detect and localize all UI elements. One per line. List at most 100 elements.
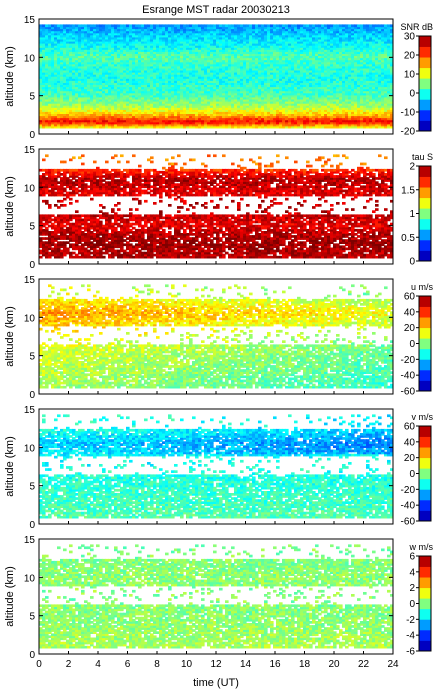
- data-cell: [276, 67, 280, 71]
- data-cell: [63, 63, 67, 67]
- data-cell: [330, 94, 334, 98]
- data-cell: [318, 55, 322, 59]
- data-cell: [195, 51, 199, 54]
- data-cell: [174, 51, 178, 54]
- data-cell: [279, 125, 283, 129]
- data-cell: [213, 63, 217, 67]
- data-cell: [90, 38, 94, 42]
- data-cell: [105, 82, 109, 85]
- data-cell: [306, 43, 310, 46]
- data-cell: [303, 90, 307, 94]
- data-cell: [219, 103, 223, 106]
- data-cell: [255, 98, 259, 102]
- data-cell: [282, 72, 286, 75]
- data-cell: [105, 38, 109, 42]
- data-cell: [198, 84, 202, 88]
- data-cell: [360, 117, 364, 121]
- data-cell: [357, 86, 361, 90]
- data-cell: [273, 72, 277, 75]
- data-cell: [318, 96, 322, 100]
- data-cell: [369, 80, 373, 83]
- data-cell: [168, 113, 172, 117]
- data-cell: [147, 74, 151, 77]
- data-cell: [153, 88, 157, 92]
- data-cell: [135, 65, 139, 69]
- data-cell: [96, 98, 100, 102]
- data-cell: [141, 103, 145, 106]
- data-cell: [309, 49, 313, 52]
- data-cell: [150, 63, 154, 67]
- data-cell: [162, 92, 166, 96]
- data-cell: [300, 119, 304, 123]
- data-cell: [150, 51, 154, 54]
- data-cell: [363, 63, 367, 67]
- data-cell: [264, 117, 268, 121]
- data-cell: [312, 101, 316, 104]
- data-cell: [174, 72, 178, 75]
- data-cell: [279, 67, 283, 71]
- data-cell: [87, 80, 91, 83]
- data-cell: [378, 59, 382, 63]
- data-cell: [84, 92, 88, 96]
- data-cell: [123, 117, 127, 121]
- data-cell: [39, 109, 43, 112]
- data-cell: [105, 98, 109, 102]
- data-cell: [87, 92, 91, 96]
- data-cell: [198, 96, 202, 100]
- data-cell: [75, 84, 79, 88]
- data-cell: [195, 45, 199, 48]
- data-cell: [141, 105, 145, 108]
- data-cell: [63, 88, 67, 92]
- data-cell: [117, 67, 121, 71]
- data-cell: [333, 59, 337, 63]
- data-cell: [249, 51, 253, 54]
- data-cell: [291, 47, 295, 50]
- data-cell: [357, 67, 361, 71]
- data-cell: [282, 69, 286, 73]
- data-cell: [102, 115, 106, 119]
- data-cell: [270, 67, 274, 71]
- data-cell: [174, 43, 178, 46]
- data-cell: [342, 40, 346, 44]
- data-cell: [51, 125, 55, 129]
- data-cell: [135, 92, 139, 96]
- data-cell: [114, 109, 118, 112]
- data-cell: [330, 92, 334, 96]
- data-cell: [93, 82, 97, 85]
- data-cell: [354, 123, 358, 127]
- data-cell: [384, 65, 388, 69]
- data-cell: [123, 53, 127, 56]
- data-cell: [315, 61, 319, 65]
- data-cell: [156, 101, 160, 104]
- data-cell: [189, 86, 193, 90]
- data-cell: [48, 113, 52, 117]
- data-cell: [384, 94, 388, 98]
- data-cell: [66, 121, 70, 125]
- data-cell: [144, 76, 148, 79]
- data-cell: [261, 43, 265, 46]
- data-cell: [105, 45, 109, 48]
- data-cell: [333, 109, 337, 112]
- data-cell: [126, 113, 130, 117]
- data-cell: [231, 51, 235, 54]
- data-cell: [357, 96, 361, 100]
- data-cell: [336, 90, 340, 94]
- data-cell: [231, 67, 235, 71]
- data-cell: [360, 123, 364, 127]
- data-cell: [351, 72, 355, 75]
- data-cell: [261, 105, 265, 108]
- data-cell: [261, 72, 265, 75]
- data-cell: [78, 78, 82, 81]
- data-cell: [240, 109, 244, 112]
- data-cell: [213, 125, 217, 129]
- data-cell: [387, 103, 391, 106]
- data-cell: [132, 63, 136, 67]
- data-cell: [231, 113, 235, 117]
- data-cell: [204, 109, 208, 112]
- data-cell: [153, 119, 157, 123]
- data-cell: [342, 88, 346, 92]
- data-cell: [159, 123, 163, 127]
- data-cell: [282, 88, 286, 92]
- data-cell: [330, 72, 334, 75]
- data-cell: [159, 121, 163, 125]
